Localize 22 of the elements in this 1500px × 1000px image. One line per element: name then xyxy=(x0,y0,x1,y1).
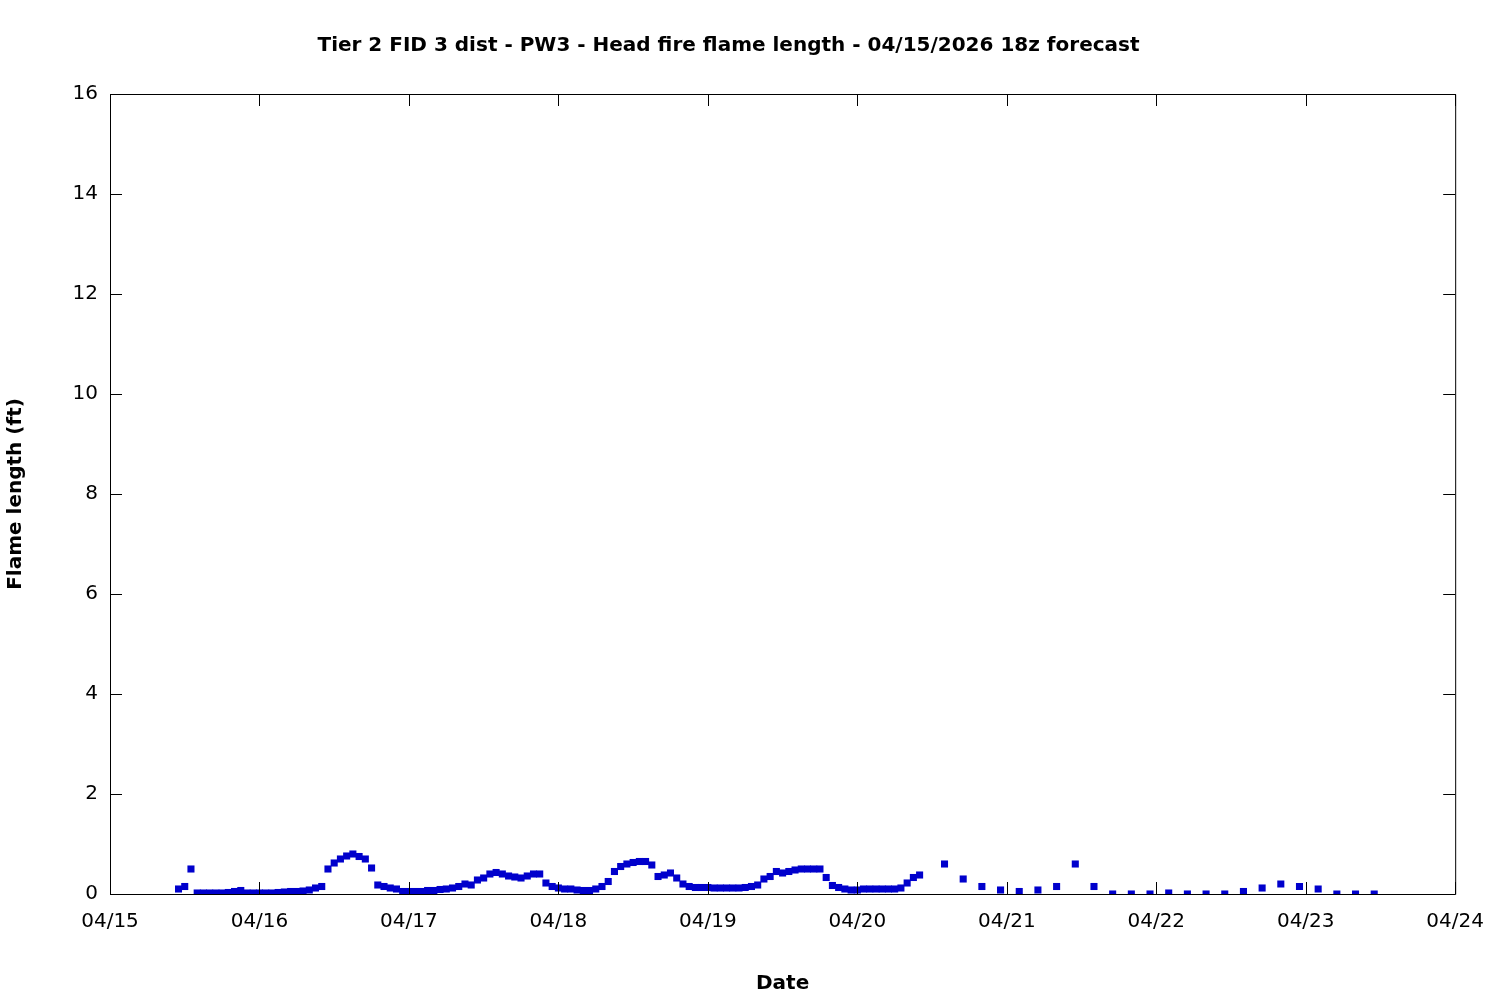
x-tick-label: 04/15 xyxy=(81,908,139,933)
y-tick-label: 8 xyxy=(85,480,98,505)
x-tick-label: 04/24 xyxy=(1426,908,1484,933)
y-tick-label: 12 xyxy=(72,280,98,305)
y-tick-label: 16 xyxy=(72,80,98,105)
chart-title: Tier 2 FID 3 dist - PW3 - Head fire flame length - 04/15/2026 18z forecast xyxy=(317,32,1140,57)
x-tick-label: 04/16 xyxy=(230,908,289,933)
x-tick-label: 04/17 xyxy=(380,908,438,933)
x-tick-label: 04/19 xyxy=(679,908,737,933)
y-tick-label: 4 xyxy=(85,680,98,705)
y-tick-label: 14 xyxy=(72,180,98,205)
x-tick-label: 04/21 xyxy=(977,908,1036,933)
y-tick-label: 2 xyxy=(85,780,98,805)
x-tick-label: 04/20 xyxy=(828,908,887,933)
x-tick-label: 04/18 xyxy=(529,908,588,933)
x-tick-label: 04/23 xyxy=(1276,908,1335,933)
x-tick-label: 04/22 xyxy=(1127,908,1186,933)
y-tick-label: 0 xyxy=(85,880,98,905)
x-axis-title: Date xyxy=(755,970,810,995)
y-tick-label: 6 xyxy=(85,580,98,605)
y-axis-title: Flame length (ft) xyxy=(2,398,27,590)
y-tick-label: 10 xyxy=(72,380,98,405)
